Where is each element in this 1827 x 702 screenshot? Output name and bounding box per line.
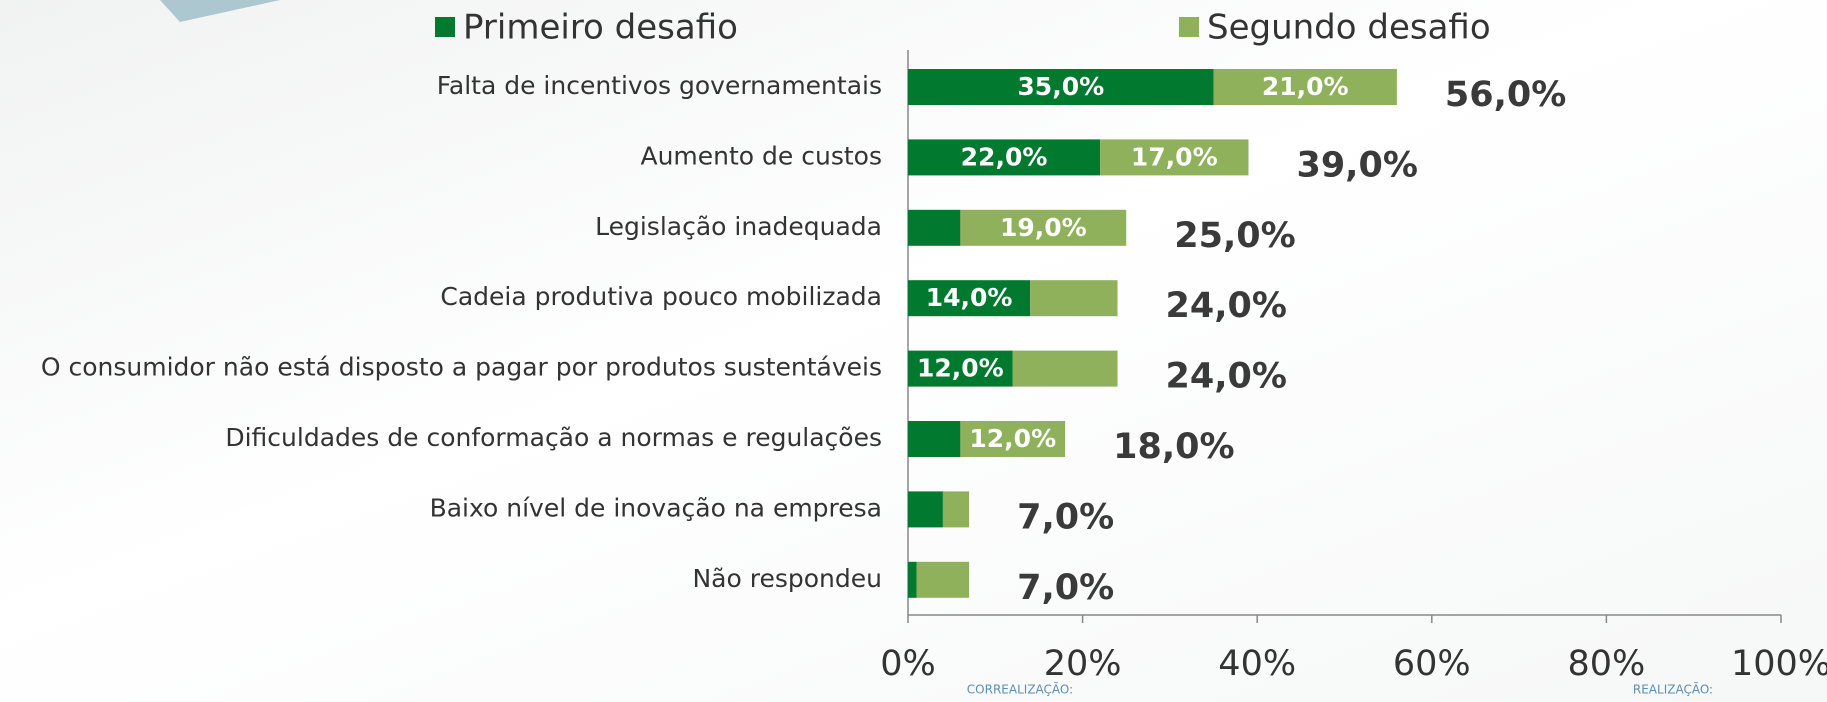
footer-label: REALIZAÇÃO: <box>1633 682 1713 697</box>
legend-swatch <box>435 17 455 37</box>
category-label: Falta de incentivos governamentais <box>437 71 882 100</box>
bar-segment <box>908 139 1101 176</box>
bar-value-label: 21,0% <box>1262 72 1349 101</box>
bar-segment <box>1012 350 1118 387</box>
logo-fragment <box>160 0 280 22</box>
total-label: 39,0% <box>1296 145 1417 185</box>
total-label: 7,0% <box>1017 568 1114 608</box>
bar-value-label: 35,0% <box>1017 72 1104 101</box>
x-tick-label: 60% <box>1393 644 1471 684</box>
bar-segment <box>908 350 1013 387</box>
bar-value-label: 12,0% <box>969 424 1056 453</box>
x-tick-label: 40% <box>1218 644 1296 684</box>
total-label: 24,0% <box>1166 357 1287 397</box>
total-label: 7,0% <box>1017 497 1114 537</box>
bar-segment <box>908 491 943 528</box>
total-label: 56,0% <box>1445 75 1566 115</box>
bar-segment <box>960 209 1127 246</box>
category-label: O consumidor não está disposto a pagar p… <box>41 353 882 382</box>
legend-label: Segundo desafio <box>1207 8 1491 48</box>
bar-segment <box>942 491 970 528</box>
bar-value-label: 19,0% <box>1000 213 1087 242</box>
bar-segment <box>908 69 1214 105</box>
x-tick-label: 0% <box>880 644 936 684</box>
category-label: Baixo nível de inovação na empresa <box>430 493 882 522</box>
bar-segment <box>1030 280 1118 317</box>
category-label: Cadeia produtiva pouco mobilizada <box>440 282 882 311</box>
legend-swatch <box>1179 17 1199 37</box>
x-tick-label: 20% <box>1044 644 1122 684</box>
total-label: 24,0% <box>1166 286 1287 326</box>
total-label: 18,0% <box>1113 427 1234 467</box>
category-label: Não respondeu <box>692 564 882 593</box>
bar-segment <box>908 209 961 246</box>
bar-segment <box>908 280 1031 317</box>
legend-label: Primeiro desafio <box>463 8 738 48</box>
bar-value-label: 22,0% <box>961 142 1048 171</box>
footer-label: CORREALIZAÇÃO: <box>967 682 1073 697</box>
x-tick-label: 100% <box>1731 644 1827 684</box>
category-label: Legislação inadequada <box>595 212 882 241</box>
bar-segment <box>908 421 961 457</box>
bar-segment <box>916 561 970 598</box>
bar-segment <box>960 421 1066 457</box>
bar-value-label: 17,0% <box>1131 142 1218 171</box>
category-label: Aumento de custos <box>640 141 882 170</box>
category-label: Dificuldades de conformação a normas e r… <box>225 423 882 452</box>
total-label: 25,0% <box>1174 216 1295 256</box>
bar-segment <box>908 561 917 598</box>
bar-value-label: 14,0% <box>926 283 1013 312</box>
bar-segment <box>1213 69 1397 105</box>
bar-value-label: 12,0% <box>917 354 1004 383</box>
x-tick-label: 80% <box>1568 644 1646 684</box>
bar-segment <box>1100 139 1249 176</box>
